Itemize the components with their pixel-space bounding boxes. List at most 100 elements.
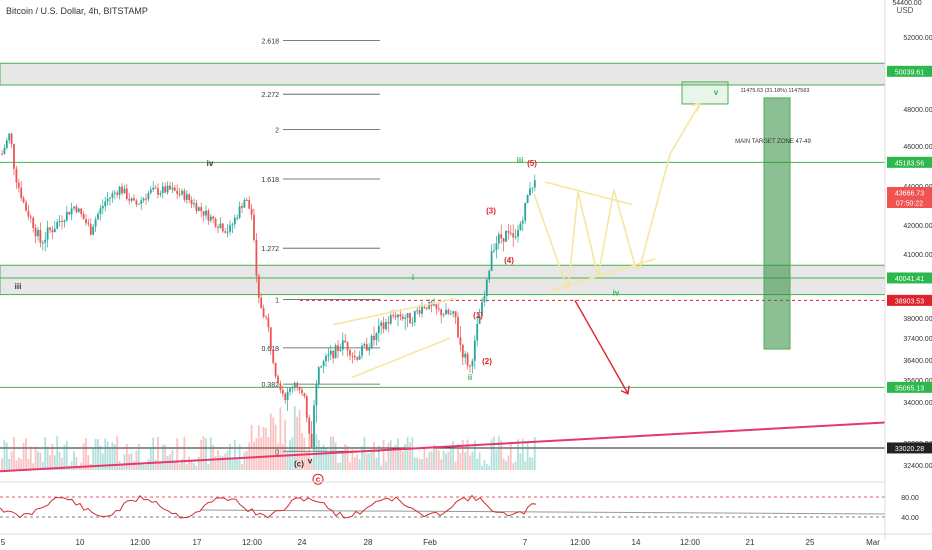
volume-bar — [301, 433, 303, 470]
candle-body — [190, 199, 193, 205]
candle-body — [447, 309, 450, 314]
price-tag-2: 43666.73 — [895, 190, 924, 197]
candle-body — [533, 180, 536, 188]
candle-body — [214, 218, 217, 227]
candle-body — [238, 206, 241, 218]
volume-bar — [195, 465, 198, 470]
candle-body — [385, 322, 387, 330]
volume-bar — [63, 445, 66, 470]
price-tag-7: 33020.28 — [895, 446, 924, 453]
volume-bar — [46, 446, 49, 470]
candle-body — [481, 302, 483, 316]
fib-label-2: 2 — [275, 127, 279, 134]
candle-body — [286, 391, 289, 401]
indicator-tick-0: 80.00 — [901, 495, 919, 502]
candle-body — [142, 198, 145, 201]
candle-body — [274, 362, 277, 377]
candle-body — [140, 200, 143, 204]
candle-body — [497, 234, 500, 244]
projection-path — [533, 103, 701, 291]
volume-bar — [178, 463, 181, 470]
candle-body — [61, 220, 63, 222]
volume-bar — [142, 465, 145, 470]
price-tag-bg-1 — [887, 156, 932, 168]
candle-body — [250, 208, 253, 215]
candle-body — [101, 206, 104, 209]
candle-body — [161, 186, 164, 194]
volume-bar — [464, 452, 467, 470]
volume-bar — [41, 462, 44, 470]
volume-bar — [406, 436, 409, 470]
candle-body — [68, 211, 71, 215]
volume-bar — [257, 425, 260, 470]
time-tick-14: Mar — [866, 538, 880, 547]
price-tick-0: 52000.00 — [903, 35, 932, 42]
volume-bar — [490, 439, 493, 470]
volume-bar — [322, 444, 325, 470]
price-tick-8: 38000.00 — [903, 316, 932, 323]
price-tick-5: 42000.00 — [903, 223, 932, 230]
candle-body — [349, 350, 351, 356]
volume-bar — [70, 461, 73, 470]
candle-body — [310, 433, 313, 448]
candle-body — [512, 233, 515, 238]
candle-body — [524, 202, 527, 221]
price-tag-bg-6 — [887, 381, 932, 393]
wave-label-8: (2) — [482, 357, 492, 366]
candle-body — [253, 214, 255, 241]
volume-bar — [130, 453, 133, 470]
fib-label-7: 0.382 — [261, 382, 279, 389]
candle-body — [435, 304, 438, 309]
candle-body — [17, 182, 20, 188]
volume-bar — [521, 438, 524, 470]
candle-body — [317, 367, 320, 385]
candle-body — [233, 217, 236, 225]
volume-bar — [190, 459, 193, 470]
volume-bar — [27, 458, 30, 470]
volume-bar — [469, 455, 471, 470]
candle-body — [92, 226, 95, 235]
candle-body — [322, 361, 325, 367]
volume-bar — [382, 440, 385, 470]
candle-body — [473, 340, 476, 361]
volume-bar — [517, 439, 519, 470]
candle-body — [183, 190, 186, 200]
wave-label-13: v — [308, 457, 313, 466]
fib-label-3: 1.618 — [261, 177, 279, 184]
candle-body — [368, 347, 371, 351]
volume-bar — [135, 450, 138, 470]
volume-bar — [224, 453, 227, 470]
volume-bar — [483, 460, 486, 470]
candle-body — [118, 186, 121, 195]
fib-label-8: 0 — [275, 449, 279, 456]
candle-body — [265, 316, 267, 318]
fib-label-6: 0.618 — [261, 346, 279, 353]
candle-body — [212, 216, 215, 219]
volume-bar — [212, 444, 215, 470]
volume-bar — [394, 444, 397, 470]
candle-body — [241, 206, 243, 208]
wave-label-3: iii — [517, 156, 524, 165]
candle-body — [507, 230, 510, 233]
price-tick-10: 36400.00 — [903, 358, 932, 365]
volume-bars — [1, 406, 536, 470]
candle-body — [109, 197, 111, 199]
volume-bar — [121, 465, 123, 470]
price-tag-bg-2 — [887, 186, 932, 198]
candle-body — [224, 231, 227, 233]
volume-bar — [298, 410, 301, 470]
candle-body — [293, 382, 296, 388]
candle-body — [133, 198, 135, 201]
volume-bar — [373, 442, 375, 470]
wave-label-2: i — [412, 273, 414, 282]
volume-bar — [111, 442, 114, 470]
volume-bar — [433, 444, 435, 470]
volume-bar — [310, 457, 313, 470]
volume-bar — [77, 465, 80, 470]
fib-label-4: 1.272 — [261, 246, 279, 253]
wave-label-0: iv — [207, 159, 214, 168]
volume-bar — [255, 438, 258, 470]
candle-body — [358, 355, 361, 360]
volume-bar — [248, 442, 251, 470]
